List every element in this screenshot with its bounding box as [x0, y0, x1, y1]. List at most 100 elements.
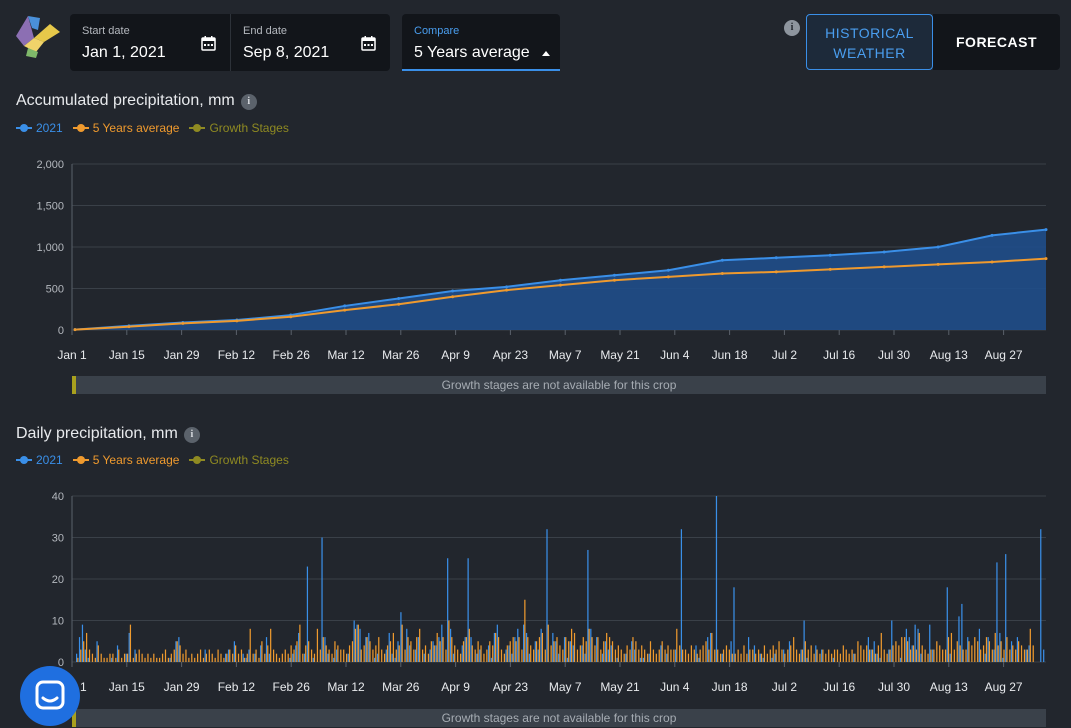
bar-2021[interactable] — [625, 653, 627, 662]
bar-5-years-average[interactable] — [430, 641, 432, 662]
bar-5-years-average[interactable] — [351, 641, 354, 662]
bar-5-years-average[interactable] — [389, 641, 392, 662]
bar-5-years-average[interactable] — [524, 599, 526, 662]
bar-2021[interactable] — [417, 637, 420, 662]
bar-2021[interactable] — [125, 653, 127, 662]
bar-5-years-average[interactable] — [538, 637, 541, 662]
bar-5-years-average[interactable] — [118, 649, 120, 662]
bar-5-years-average[interactable] — [749, 649, 751, 662]
bar-5-years-average[interactable] — [743, 645, 745, 662]
bar-5-years-average[interactable] — [459, 653, 462, 662]
bar-5-years-average[interactable] — [424, 645, 427, 662]
bar-5-years-average[interactable] — [275, 653, 278, 662]
bar-2021[interactable] — [552, 632, 554, 662]
bar-2021[interactable] — [800, 649, 802, 662]
point-2021[interactable] — [828, 253, 832, 257]
bar-2021[interactable] — [698, 657, 700, 662]
bar-5-years-average[interactable] — [570, 628, 573, 662]
bar-5-years-average[interactable] — [240, 649, 243, 662]
bar-5-years-average[interactable] — [348, 645, 351, 662]
bar-5-years-average[interactable] — [725, 645, 728, 662]
bar-5-years-average[interactable] — [705, 641, 707, 662]
bar-2021[interactable] — [356, 624, 358, 662]
bar-2021[interactable] — [815, 645, 817, 662]
bar-5-years-average[interactable] — [608, 637, 611, 662]
bar-2021[interactable] — [1016, 637, 1019, 662]
chat-button[interactable] — [20, 666, 80, 726]
point-2021[interactable] — [612, 273, 616, 277]
bar-5-years-average[interactable] — [594, 645, 596, 662]
bar-5-years-average[interactable] — [679, 645, 681, 662]
bar-2021[interactable] — [391, 653, 393, 662]
bar-5-years-average[interactable] — [635, 641, 637, 662]
bar-2021[interactable] — [81, 624, 84, 662]
bar-5-years-average[interactable] — [766, 653, 768, 662]
info-icon[interactable]: i — [183, 427, 200, 443]
point-5-years-average[interactable] — [990, 260, 994, 264]
bar-5-years-average[interactable] — [296, 641, 298, 662]
bar-2021[interactable] — [715, 496, 718, 662]
compare-select[interactable]: Compare 5 Years average — [402, 14, 560, 71]
bar-5-years-average[interactable] — [641, 645, 643, 662]
legend-item-growth-stages[interactable]: Growth Stages — [189, 453, 289, 467]
bar-2021[interactable] — [584, 653, 586, 662]
bar-2021[interactable] — [920, 653, 922, 662]
bar-5-years-average[interactable] — [848, 653, 850, 662]
bar-5-years-average[interactable] — [243, 657, 245, 662]
bar-2021[interactable] — [1005, 554, 1007, 662]
bar-2021[interactable] — [406, 628, 408, 662]
bar-5-years-average[interactable] — [702, 645, 704, 662]
bar-5-years-average[interactable] — [132, 657, 134, 662]
bar-5-years-average[interactable] — [249, 628, 251, 662]
bar-5-years-average[interactable] — [939, 645, 941, 662]
bar-2021[interactable] — [528, 653, 531, 662]
bar-2021[interactable] — [376, 653, 379, 662]
bar-2021[interactable] — [540, 628, 542, 662]
bar-2021[interactable] — [961, 603, 963, 662]
bar-5-years-average[interactable] — [398, 645, 400, 662]
bar-2021[interactable] — [134, 649, 136, 662]
legend-item-2021[interactable]: 2021 — [16, 453, 63, 467]
bar-2021[interactable] — [116, 645, 119, 662]
bar-5-years-average[interactable] — [898, 645, 900, 662]
bar-5-years-average[interactable] — [933, 649, 935, 662]
bar-5-years-average[interactable] — [369, 641, 371, 662]
bar-2021[interactable] — [604, 641, 607, 662]
bar-2021[interactable] — [546, 529, 548, 662]
bar-2021[interactable] — [610, 645, 612, 662]
bar-5-years-average[interactable] — [468, 628, 470, 662]
bar-2021[interactable] — [873, 641, 875, 662]
bar-5-years-average[interactable] — [573, 632, 576, 662]
bar-5-years-average[interactable] — [232, 653, 234, 662]
bar-5-years-average[interactable] — [833, 649, 836, 662]
bar-5-years-average[interactable] — [80, 649, 82, 662]
bar-5-years-average[interactable] — [568, 641, 570, 662]
bar-5-years-average[interactable] — [927, 653, 929, 662]
bar-2021[interactable] — [327, 653, 329, 662]
bar-5-years-average[interactable] — [220, 653, 222, 662]
bar-5-years-average[interactable] — [790, 645, 792, 662]
bar-2021[interactable] — [447, 558, 449, 662]
bar-2021[interactable] — [400, 612, 402, 662]
bar-5-years-average[interactable] — [579, 645, 581, 662]
bar-2021[interactable] — [254, 653, 256, 662]
bar-5-years-average[interactable] — [471, 645, 473, 662]
bar-2021[interactable] — [298, 632, 300, 662]
bar-5-years-average[interactable] — [281, 653, 283, 662]
bar-5-years-average[interactable] — [778, 641, 780, 662]
bar-2021[interactable] — [996, 562, 998, 662]
bar-5-years-average[interactable] — [737, 649, 739, 662]
bar-5-years-average[interactable] — [354, 628, 357, 662]
bar-5-years-average[interactable] — [693, 649, 695, 662]
bar-5-years-average[interactable] — [258, 657, 260, 662]
bar-5-years-average[interactable] — [205, 653, 208, 662]
bar-5-years-average[interactable] — [649, 641, 652, 662]
legend-item-5-years-average[interactable]: 5 Years average — [72, 453, 179, 467]
bar-5-years-average[interactable] — [185, 649, 187, 662]
bar-2021[interactable] — [169, 657, 171, 662]
bar-5-years-average[interactable] — [237, 653, 240, 662]
bar-5-years-average[interactable] — [676, 628, 678, 662]
bar-2021[interactable] — [365, 637, 367, 662]
bar-5-years-average[interactable] — [451, 637, 453, 662]
bar-2021[interactable] — [958, 616, 960, 662]
